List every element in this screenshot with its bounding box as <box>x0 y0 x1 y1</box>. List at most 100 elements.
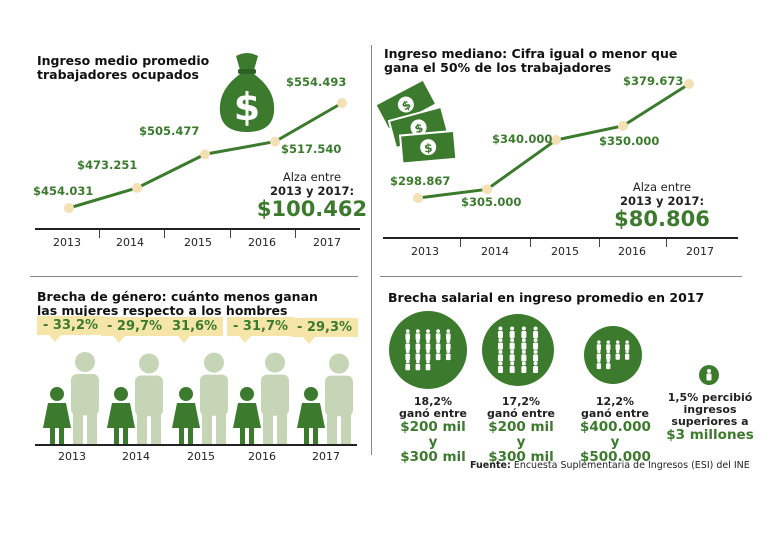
person-icon <box>425 359 431 371</box>
chart1-tick-mark <box>294 230 296 238</box>
chart2-point <box>413 193 423 203</box>
gender-gap-badge: - 31,7% <box>227 316 295 343</box>
person-icon <box>624 340 630 351</box>
chart1-alza-value: $100.462 <box>256 197 368 221</box>
chart4-title: Brecha salarial en ingreso promedio en 2… <box>388 290 705 305</box>
gender-year-label: 2015 <box>187 450 215 463</box>
gender-axis <box>35 444 357 446</box>
gender-year-label: 2014 <box>122 450 150 463</box>
salary-caption-line: $200 mil y <box>488 419 554 450</box>
person-icon <box>497 338 503 350</box>
salary-caption-line: $400.000 y <box>580 419 651 450</box>
divider-left <box>30 276 358 277</box>
source-note: Fuente: Encuesta Suplementaria de Ingres… <box>470 460 750 471</box>
salary-caption: 18,2% ganó entre $200 mil y $300 mil <box>398 396 468 465</box>
chart1-tick-label: 2013 <box>53 236 81 249</box>
chart2-tick-label: 2017 <box>686 245 714 258</box>
chart2-value-label: $350.000 <box>599 133 660 148</box>
salary-caption-line: $3 millones <box>666 427 754 443</box>
salary-caption-line: 1,5% percibió <box>667 391 753 404</box>
divider-right <box>380 276 742 277</box>
salary-circle <box>584 326 642 384</box>
salary-caption: 17,2% ganó entre $200 mil y $300 mil <box>486 396 556 465</box>
person-icon <box>533 361 539 374</box>
chart1-value-label: $454.031 <box>33 184 94 198</box>
chart1-point <box>270 136 280 147</box>
chart3-title: Brecha de género: cuánto menos ganan las… <box>37 289 318 318</box>
gender-figure-pair <box>172 352 228 444</box>
salary-caption-line: ingresos <box>683 403 737 416</box>
person-icon <box>615 340 620 351</box>
salary-caption: 1,5% percibió ingresos superiores a $3 mill… <box>660 392 760 443</box>
person-icon <box>521 338 527 350</box>
person-icon <box>405 339 411 350</box>
person-icon <box>596 359 602 370</box>
chart2-value-label: $305.000 <box>461 195 522 210</box>
chart1-value-label: $554.493 <box>286 75 347 89</box>
gender-year-label: 2017 <box>312 450 340 463</box>
chart2-point <box>482 184 492 195</box>
chart1-tick-label: 2017 <box>313 236 341 249</box>
chart1-point <box>64 203 74 213</box>
salary-circle <box>482 314 554 386</box>
gender-year-label: 2013 <box>58 450 86 463</box>
person-icon <box>606 359 611 370</box>
person-icon <box>425 329 431 340</box>
person-icon <box>521 361 527 374</box>
salary-caption-line: $300 mil <box>488 449 554 465</box>
chart1-tick-mark <box>230 230 231 238</box>
person-icon <box>497 326 503 338</box>
person-icon <box>435 349 441 361</box>
person-icon <box>435 329 441 340</box>
vertical-divider <box>371 45 372 455</box>
chart1-value-label: $473.251 <box>77 157 138 172</box>
person-icon <box>521 349 527 362</box>
person-icon <box>497 361 503 374</box>
chart2-tick-mark <box>598 239 600 247</box>
gender-year-label: 2016 <box>248 450 276 463</box>
person-icon <box>606 349 611 360</box>
person-icon <box>415 329 421 340</box>
chart2-tick-mark <box>530 239 531 247</box>
person-icon <box>509 361 515 374</box>
person-icon <box>415 339 421 350</box>
chart2-tick-label: 2015 <box>551 245 579 258</box>
chart2-value-label: $379.673 <box>623 74 684 88</box>
svg-text:$: $ <box>234 85 260 129</box>
chart2-axis <box>383 237 738 239</box>
chart2-point <box>618 120 628 131</box>
money-bag-icon: $ <box>219 53 275 132</box>
gender-gap-badge: - 29,3% <box>291 317 359 344</box>
person-icon <box>615 349 620 360</box>
gender-figure-pair <box>233 352 289 444</box>
chart2-point <box>684 79 694 89</box>
chart1-tick-mark <box>164 230 165 238</box>
person-icon <box>425 349 431 361</box>
salary-caption: 12,2% ganó entre $400.000 y $500.000 <box>580 395 651 465</box>
salary-caption-line: 12,2% <box>595 395 635 408</box>
chart2-point <box>551 134 561 145</box>
chart2-value-label: $298.867 <box>390 174 451 188</box>
person-icon <box>435 339 441 350</box>
person-icon <box>405 349 411 361</box>
chart1-value-label: $505.477 <box>139 124 200 139</box>
person-icon <box>445 329 451 340</box>
chart1-point <box>337 98 347 108</box>
chart1-point <box>132 182 142 193</box>
chart1-axis <box>35 228 360 230</box>
person-icon <box>415 349 421 361</box>
salary-caption-line: ganó entre <box>487 407 555 420</box>
chart1-alza-label: Alza entre 2013 y 2017: <box>269 170 355 198</box>
chart1-tick-label: 2016 <box>248 236 276 249</box>
person-icon <box>425 339 431 350</box>
gender-gap-badge: - 33,2% <box>37 316 105 342</box>
person-icon <box>497 349 503 362</box>
person-icon <box>596 349 602 360</box>
svg-text:$: $ <box>423 141 433 156</box>
salary-caption-line: superiores a <box>671 415 749 428</box>
person-icon <box>606 340 611 351</box>
gender-gap-badge: - 29,7% <box>101 317 169 344</box>
chart2-tick-mark <box>666 239 667 247</box>
